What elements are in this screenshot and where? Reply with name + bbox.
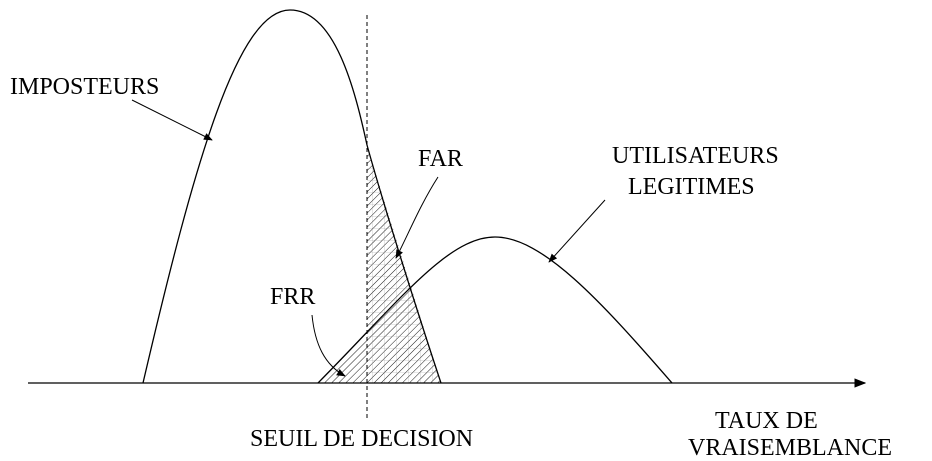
frr-pointer: [311, 314, 346, 377]
far-label: FAR: [418, 146, 463, 172]
far-grid: [367, 145, 441, 383]
frr-label: FRR: [270, 284, 315, 310]
axis-label: VRAISEMBLANCE: [688, 435, 892, 461]
threshold-label: SEUIL DE DECISION: [250, 426, 473, 452]
impostor-pointer: [131, 99, 213, 141]
impostor-label: IMPOSTEURS: [10, 74, 159, 100]
legitimate-pointer: [548, 199, 606, 263]
legitimate-label: LEGITIMES: [628, 174, 755, 200]
axis-label: TAUX DE: [715, 408, 818, 434]
far-pointer: [395, 176, 439, 259]
legitimate-curve: [317, 236, 673, 384]
frr-region: [318, 340, 367, 383]
legitimate-label: UTILISATEURS: [612, 143, 779, 169]
